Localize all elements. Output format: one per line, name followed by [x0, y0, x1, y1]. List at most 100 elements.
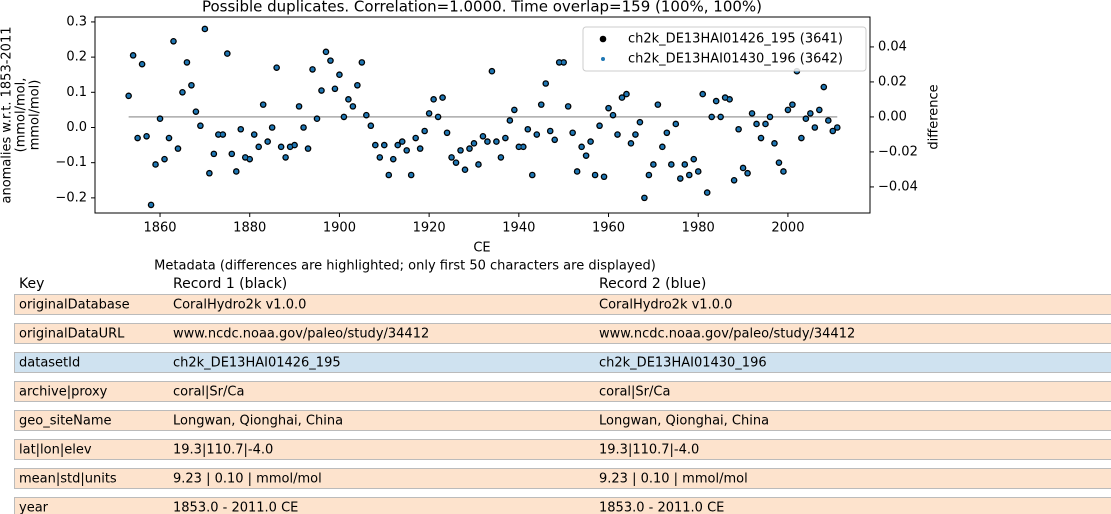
data-point	[534, 132, 539, 137]
data-point	[189, 83, 194, 88]
data-point	[167, 136, 172, 141]
data-point	[646, 172, 651, 177]
data-point	[198, 123, 203, 128]
data-point	[341, 114, 346, 119]
data-point	[153, 162, 158, 167]
table-caption: Metadata (differences are highlighted; o…	[154, 259, 656, 274]
data-point	[297, 104, 302, 109]
table-row	[14, 323, 1111, 344]
data-point	[593, 172, 598, 177]
data-point	[364, 113, 369, 118]
table-header: Record 1 (black)	[173, 276, 287, 292]
table-row	[14, 410, 1111, 431]
data-point	[319, 88, 324, 93]
x-tick-label: 1940	[502, 221, 535, 236]
data-point	[126, 93, 131, 98]
data-point	[655, 102, 660, 107]
table-header: Key	[19, 276, 44, 292]
data-point	[440, 95, 445, 100]
data-point	[485, 139, 490, 144]
data-point	[619, 95, 624, 100]
legend-marker	[599, 35, 607, 43]
data-point	[454, 160, 459, 165]
data-point	[310, 67, 315, 72]
data-point	[252, 132, 257, 137]
data-point	[211, 151, 216, 156]
data-point	[750, 111, 755, 116]
data-point	[377, 155, 382, 160]
legend-box	[582, 26, 867, 72]
table-cell: www.ncdc.noaa.gov/paleo/study/34412	[599, 327, 855, 342]
data-point	[458, 148, 463, 153]
data-point	[723, 95, 728, 100]
data-point	[180, 90, 185, 95]
data-point	[714, 99, 719, 104]
table-cell: ch2k_DE13HAI01426_195	[173, 356, 341, 371]
data-point	[422, 129, 427, 134]
y-tick-label: 0.3	[66, 14, 87, 29]
table-row	[14, 468, 1111, 489]
data-point	[637, 120, 642, 125]
data-point	[279, 144, 284, 149]
data-point	[283, 155, 288, 160]
data-point	[691, 157, 696, 162]
y2-tick-label: 0.04	[878, 39, 907, 54]
data-point	[736, 127, 741, 132]
data-point	[579, 144, 584, 149]
data-point	[673, 121, 678, 126]
data-point	[494, 139, 499, 144]
data-point	[543, 81, 548, 86]
data-point	[274, 65, 279, 70]
data-point	[830, 129, 835, 134]
data-point	[229, 151, 234, 156]
table-cell: coral|Sr/Ca	[599, 385, 670, 400]
data-point	[615, 132, 620, 137]
data-point	[386, 172, 391, 177]
table-cell: Longwan, Qionghai, China	[173, 414, 343, 429]
data-point	[135, 136, 140, 141]
x-tick-label: 1900	[323, 221, 356, 236]
y2-tick-label: 0.00	[878, 109, 907, 124]
data-point	[323, 49, 328, 54]
table-cell: datasetId	[19, 356, 80, 371]
x-tick-label: 1980	[682, 221, 715, 236]
data-point	[270, 125, 275, 130]
data-point	[745, 171, 750, 176]
data-point	[664, 130, 669, 135]
data-point	[826, 118, 831, 123]
data-point	[785, 107, 790, 112]
data-point	[476, 162, 481, 167]
data-point	[243, 155, 248, 160]
table-cell: archive|proxy	[19, 385, 108, 400]
data-point	[409, 172, 414, 177]
x-axis-label: CE	[473, 241, 490, 256]
data-point	[404, 148, 409, 153]
data-point	[234, 169, 239, 174]
data-point	[489, 69, 494, 74]
table-cell: mean|std|units	[19, 472, 117, 487]
x-tick-label: 1960	[592, 221, 625, 236]
data-point	[247, 157, 252, 162]
data-point	[498, 155, 503, 160]
data-point	[265, 139, 270, 144]
data-point	[382, 143, 387, 148]
data-point	[602, 174, 607, 179]
x-tick-label: 1920	[413, 221, 446, 236]
data-point	[530, 172, 535, 177]
data-point	[539, 102, 544, 107]
data-point	[350, 104, 355, 109]
data-point	[418, 146, 423, 151]
data-point	[140, 62, 145, 67]
data-point	[700, 92, 705, 97]
data-point	[301, 125, 306, 130]
data-point	[467, 146, 472, 151]
x-tick-label: 2000	[771, 221, 804, 236]
data-point	[669, 162, 674, 167]
data-point	[306, 146, 311, 151]
data-point	[171, 39, 176, 44]
data-point	[732, 178, 737, 183]
data-point	[628, 141, 633, 146]
data-point	[561, 60, 566, 65]
